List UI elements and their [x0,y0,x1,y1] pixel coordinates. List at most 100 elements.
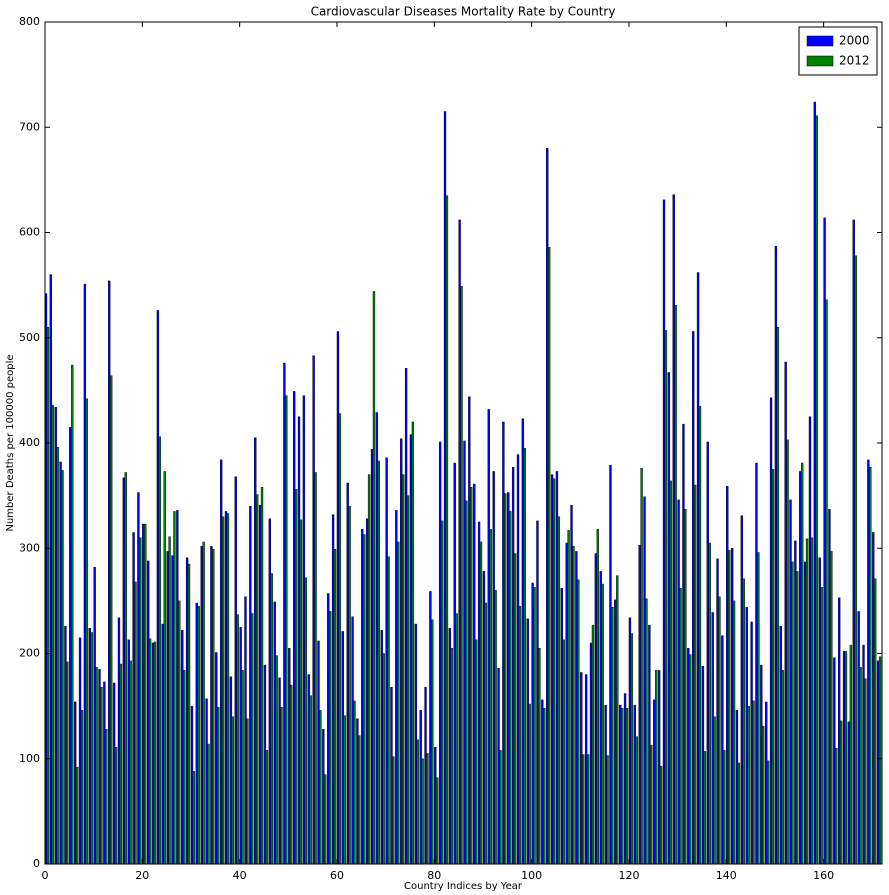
bar [190,705,194,865]
bar [234,476,237,865]
bar [112,682,116,865]
bar [752,700,755,865]
bar [309,695,312,865]
bar [229,676,233,865]
bar [390,686,393,865]
bar [784,361,787,865]
bar [205,698,208,865]
bar [385,457,388,865]
bar [708,542,711,865]
bar [487,409,490,865]
bar [448,628,452,865]
bar [244,596,247,865]
bar [771,469,775,865]
bar [64,625,67,865]
bar [241,670,244,865]
bar [185,557,189,865]
bar [732,600,736,865]
bar [108,280,111,865]
bar [453,462,456,865]
bar [706,441,709,865]
bar [346,482,349,865]
bar [677,499,680,865]
bar [803,561,807,865]
bar [869,467,872,865]
bar [867,459,870,865]
bar [810,537,814,865]
bar [421,758,424,865]
bar [343,715,346,865]
x-axis-label: Country Indices by Year [404,881,523,892]
bar [584,674,588,865]
bar [528,703,531,865]
bar [338,413,342,865]
bar [504,493,507,865]
bar [582,754,585,865]
bar [71,364,74,865]
bar [776,327,780,865]
bar [406,495,410,865]
bar [377,460,380,865]
bar [606,755,609,865]
bar [95,666,98,865]
bar [796,571,799,865]
bar [331,514,335,865]
bar [757,552,760,865]
bar [507,492,510,865]
legend-swatch [806,55,834,67]
bar [546,148,549,865]
bar [61,470,64,865]
legend-box [798,26,878,76]
bar [833,657,836,865]
bar [747,705,750,865]
x-tick-label: 20 [135,869,149,882]
bar [662,199,666,865]
bar [83,283,87,865]
bar [745,606,748,865]
bar [623,693,627,865]
bar [183,670,186,865]
bar [124,472,127,865]
bar [110,375,113,865]
bar [251,613,254,865]
bar [609,464,612,865]
bar [730,548,734,865]
y-tick-label: 600 [19,226,40,239]
bar [696,272,700,865]
bar [794,540,797,865]
bar [341,631,344,865]
bar [181,630,184,865]
bar [438,441,442,865]
bar [526,618,529,865]
bar [502,421,505,865]
bar [336,331,340,865]
bar [192,771,196,865]
bar [395,510,398,865]
bar [445,195,449,865]
bar [839,720,843,865]
bar [424,686,427,865]
bar [221,516,225,865]
y-tick-label: 200 [19,647,40,660]
bar [769,397,773,865]
bar [849,644,853,865]
bar [294,489,298,865]
bar [813,101,817,865]
legend-swatch [806,35,834,47]
bar [117,617,121,865]
bar [409,434,413,865]
bar [762,725,765,865]
bar [75,766,79,865]
bar [268,518,271,865]
y-tick-label: 300 [19,541,40,554]
bar [805,538,809,865]
bar [854,255,857,865]
bar [580,672,583,865]
bar [737,762,741,865]
bar [468,396,471,865]
bar [285,395,288,865]
bar [815,115,818,865]
bar [543,708,546,865]
bar [375,412,379,865]
bar [616,575,619,865]
